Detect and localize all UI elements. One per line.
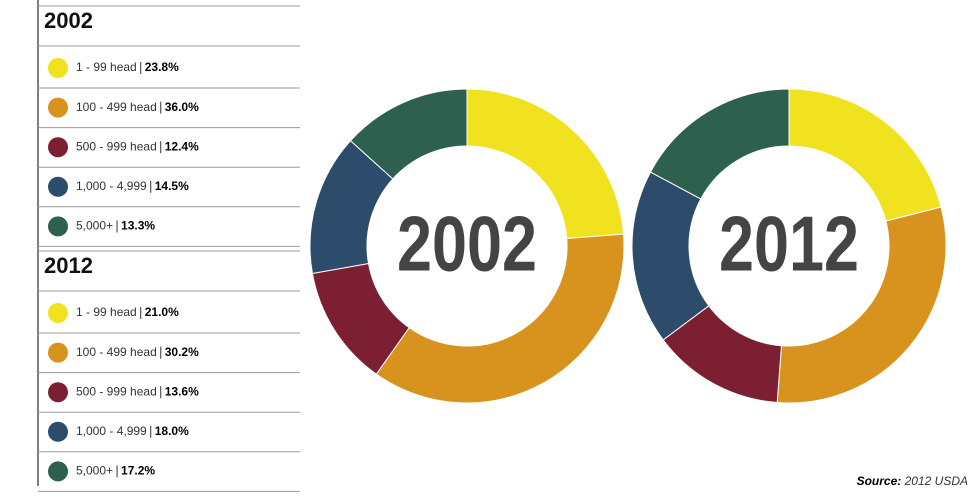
donut-slice bbox=[649, 88, 790, 200]
donut-slice bbox=[375, 233, 625, 404]
donut-slice bbox=[466, 88, 625, 240]
legend-swatch bbox=[48, 421, 68, 442]
source: Source: 2012 USDA bbox=[857, 474, 968, 488]
legend-swatch bbox=[48, 176, 68, 197]
legend-swatch bbox=[48, 216, 68, 237]
legend-value: 13.3% bbox=[121, 219, 155, 233]
legend-heading: 2002 bbox=[44, 8, 93, 33]
legend-swatch bbox=[48, 461, 68, 482]
legend-label: 5,000+ bbox=[76, 219, 113, 233]
legend-label: 1,000 - 4,999 bbox=[76, 424, 147, 438]
legend-label: 1 - 99 head bbox=[76, 60, 137, 74]
legend-swatch bbox=[48, 382, 68, 403]
donut-slice bbox=[776, 206, 947, 404]
legend-label: 1 - 99 head bbox=[76, 305, 137, 319]
legend-value: 23.8% bbox=[145, 60, 179, 74]
legend-value: 13.6% bbox=[165, 384, 199, 398]
legend-value: 18.0% bbox=[155, 424, 189, 438]
legend-label: 500 - 999 head bbox=[76, 139, 157, 153]
legend-value: 12.4% bbox=[165, 139, 199, 153]
legend-label: 100 - 499 head bbox=[76, 100, 157, 114]
legend-swatch bbox=[48, 97, 68, 118]
donut-center-label: 2012 bbox=[719, 200, 859, 288]
legend-swatch bbox=[48, 303, 68, 323]
legend-label: 100 - 499 head bbox=[76, 345, 157, 359]
donut-center-label: 2002 bbox=[397, 200, 537, 288]
legend-label: 1,000 - 4,999 bbox=[76, 179, 147, 193]
legend-value: 36.0% bbox=[165, 100, 199, 114]
legend-value: 14.5% bbox=[155, 179, 189, 193]
legend-value: 17.2% bbox=[121, 464, 155, 478]
legend-swatch bbox=[48, 342, 68, 363]
legend-swatch bbox=[48, 137, 68, 158]
legend-swatch bbox=[48, 58, 68, 78]
legend-value: 21.0% bbox=[145, 305, 179, 319]
legend-heading: 2012 bbox=[44, 253, 93, 278]
source-label: Source: bbox=[857, 474, 902, 488]
source-text: 2012 USDA bbox=[904, 474, 968, 488]
legend-value: 30.2% bbox=[165, 345, 199, 359]
donut-slice bbox=[349, 88, 468, 180]
legend-label: 5,000+ bbox=[76, 464, 113, 478]
legend-label: 500 - 999 head bbox=[76, 384, 157, 398]
